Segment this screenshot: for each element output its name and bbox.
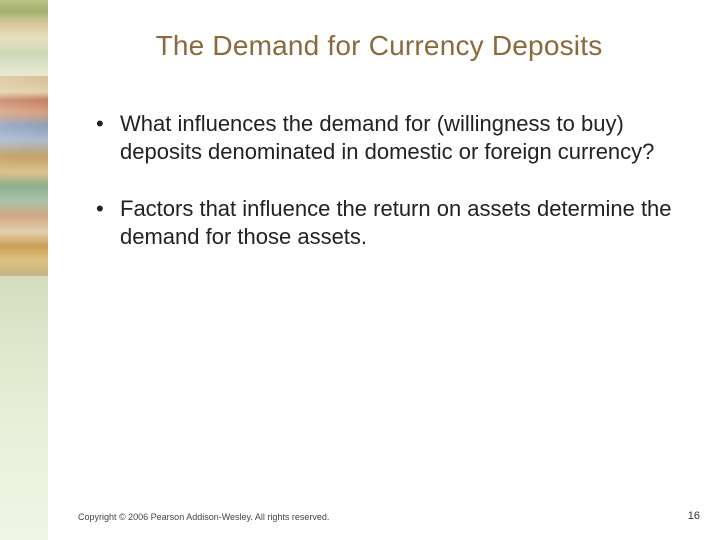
copyright-text: Copyright © 2006 Pearson Addison-Wesley.… xyxy=(78,512,329,522)
decorative-sidebar xyxy=(0,0,48,540)
bullet-list: What influences the demand for (willingn… xyxy=(78,110,680,250)
sidebar-gradient-bottom xyxy=(0,276,48,540)
page-number: 16 xyxy=(688,510,700,522)
bullet-item: What influences the demand for (willingn… xyxy=(96,110,680,165)
bullet-item: Factors that influence the return on ass… xyxy=(96,195,680,250)
slide-content: The Demand for Currency Deposits What in… xyxy=(48,0,720,540)
sidebar-gradient-top xyxy=(0,0,48,76)
slide-title: The Demand for Currency Deposits xyxy=(78,30,680,62)
sidebar-collage-image xyxy=(0,76,48,276)
